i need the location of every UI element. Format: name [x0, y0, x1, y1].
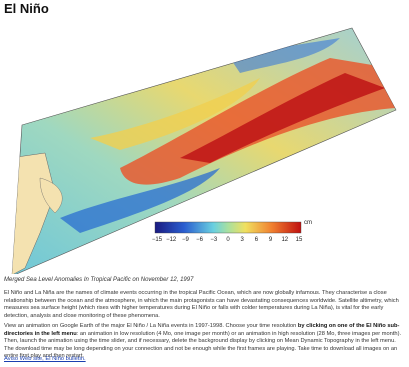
colorbar-tick-label: 12: [281, 237, 288, 243]
colorbar-tick-label: −9: [182, 237, 190, 243]
page-title: El Niño: [4, 1, 49, 16]
colorbar-tick-label: 15: [296, 237, 303, 243]
page: El Niño cm −15: [0, 0, 409, 367]
colorbar-tick-label: 3: [241, 237, 245, 243]
colorbar-tick-label: 0: [226, 237, 230, 243]
colorbar-tick-label: −3: [210, 237, 218, 243]
paragraph: El Niño and La Niña are the names of cli…: [4, 290, 404, 320]
colorbar: [155, 222, 301, 233]
figure-caption: Merged Sea Level Anomalies In Tropical P…: [4, 277, 193, 283]
colorbar-tick-label: 9: [269, 237, 273, 243]
text: El Niño and La Niña are the names of cli…: [4, 290, 399, 319]
colorbar-tick-label: −15: [152, 237, 163, 243]
colorbar-tick-label: 6: [255, 237, 259, 243]
colorbar-unit: cm: [304, 220, 312, 226]
colorbar-tick-label: −6: [196, 237, 204, 243]
colorbar-tick-label: −12: [166, 237, 177, 243]
sea-level-map: cm −15−12 −9 −6 −3 0 3 6 9 12 15: [0, 18, 409, 274]
bulletin-link[interactable]: Aviso Web site, El Niño bulletin.: [4, 356, 86, 362]
text: View an animation on Google Earth of the…: [4, 323, 298, 329]
